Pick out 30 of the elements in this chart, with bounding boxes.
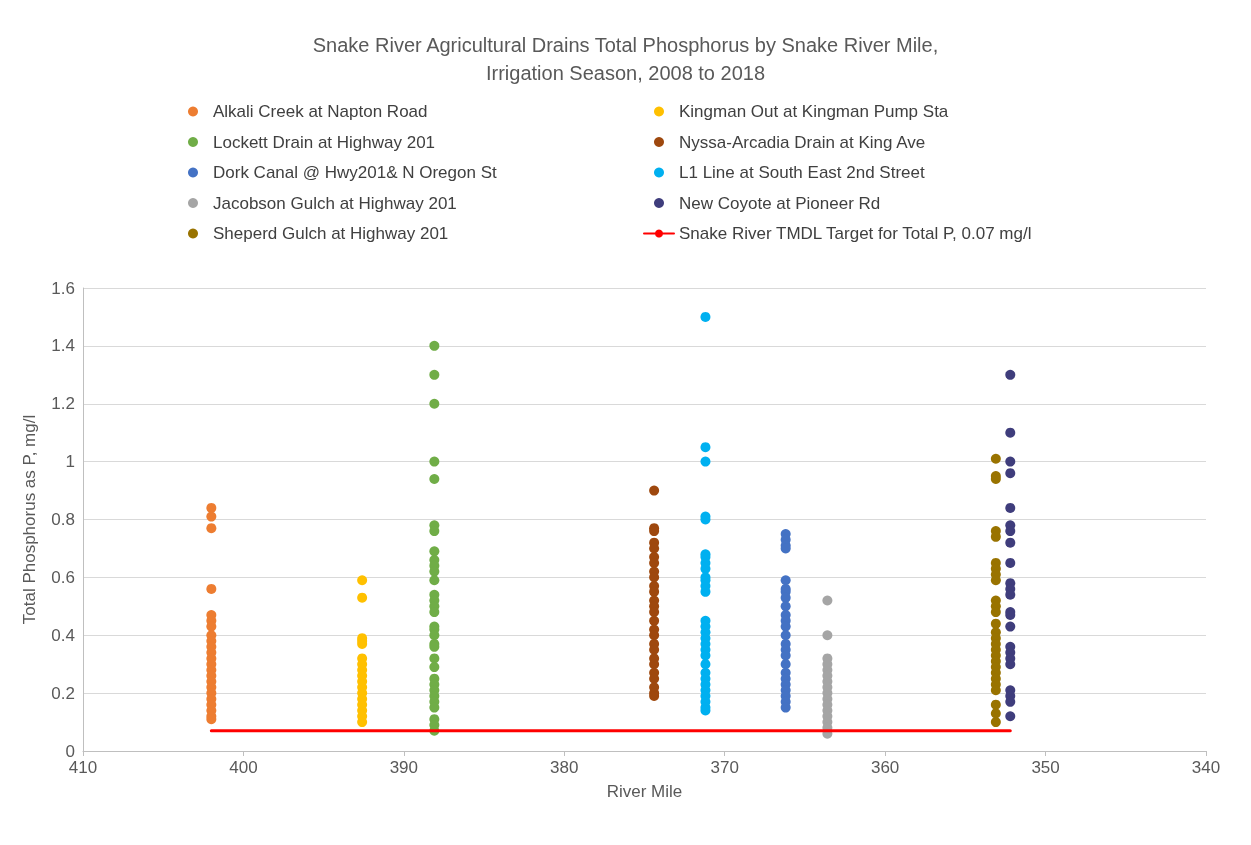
legend-label: Jacobson Gulch at Highway 201 bbox=[213, 193, 457, 213]
legend-label: New Coyote at Pioneer Rd bbox=[679, 193, 881, 213]
x-tick-label: 350 bbox=[1031, 758, 1060, 777]
legend-label: Kingman Out at Kingman Pump Sta bbox=[679, 102, 949, 121]
legend-label: Snake River TMDL Target for Total P, 0.07 mg/l bbox=[679, 224, 1032, 243]
x-tick-label: 360 bbox=[870, 758, 900, 777]
x-tick-label: 400 bbox=[229, 758, 258, 777]
y-tick-label: 0.2 bbox=[51, 683, 75, 703]
x-tick-label: 410 bbox=[68, 758, 98, 777]
x-axis-title: River Mile bbox=[606, 782, 683, 801]
y-tick-label: 1.4 bbox=[51, 336, 75, 356]
legend-label: Alkali Creek at Napton Road bbox=[213, 102, 428, 121]
chart-title: Snake River Agricultural Drains Total Phosphorus by Snake River Mile, Irrigation Season, 2008 to 2018 bbox=[312, 34, 939, 84]
legend-label: Sheperd Gulch at Highway 201 bbox=[213, 224, 449, 243]
y-tick-label: 0.6 bbox=[51, 567, 75, 587]
legend-label: Lockett Drain at Highway 201 bbox=[213, 132, 436, 152]
x-tick-label: 340 bbox=[1191, 758, 1221, 777]
x-tick-label: 370 bbox=[710, 758, 739, 777]
x-tick-label: 390 bbox=[389, 758, 419, 777]
legend-label: Dork Canal @ Hwy201& N Oregon St bbox=[213, 163, 497, 182]
y-tick-label: 1 bbox=[65, 452, 75, 472]
legend-label: L1 Line at South East 2nd Street bbox=[679, 163, 925, 182]
y-tick-label: 1.6 bbox=[51, 278, 75, 298]
y-axis-title: Total Phosphorus as P, mg/l bbox=[20, 414, 39, 625]
y-tick-label: 0.4 bbox=[51, 625, 75, 645]
y-tick-label: 0.8 bbox=[51, 510, 75, 529]
y-tick-label: 1.2 bbox=[51, 394, 75, 414]
y-tick-label: 0 bbox=[65, 741, 75, 761]
legend-label: Nyssa-Arcadia Drain at King Ave bbox=[679, 132, 926, 152]
x-tick-label: 380 bbox=[550, 758, 579, 777]
